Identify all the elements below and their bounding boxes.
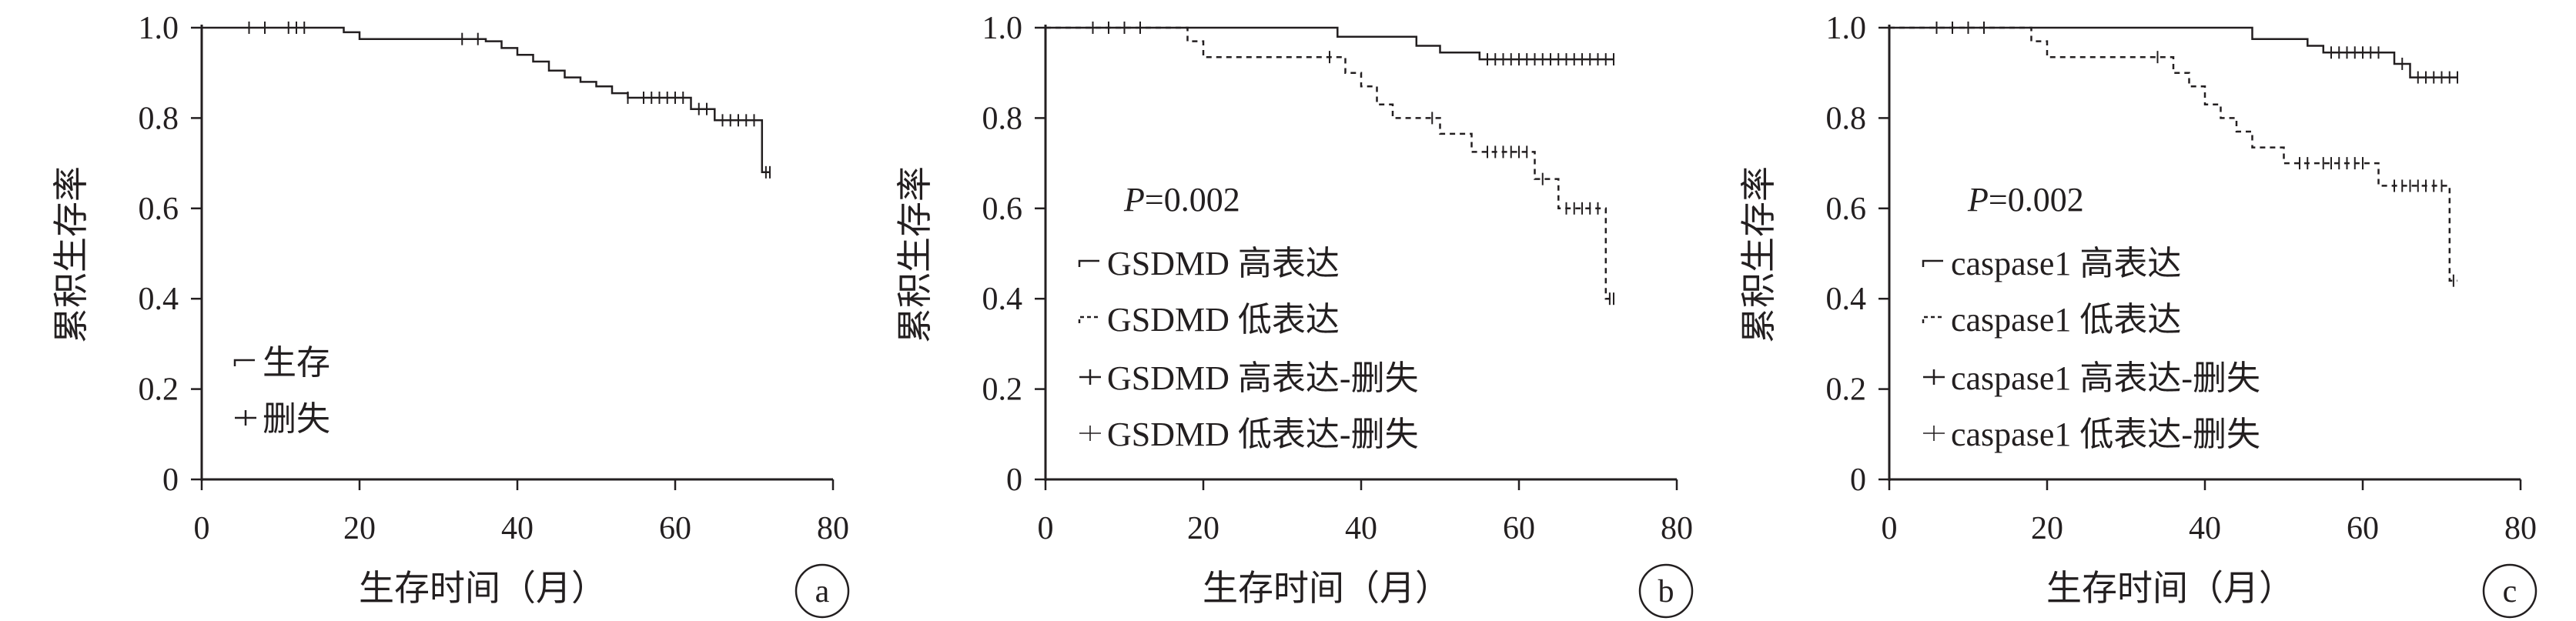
y-tick-label: 0.2 bbox=[1826, 372, 1867, 408]
p-value-text: =0.002 bbox=[1145, 181, 1240, 219]
legend-swatch-solid bbox=[233, 359, 255, 366]
y-tick-label: 0.4 bbox=[982, 282, 1023, 317]
p-value-annotation: P=0.002 bbox=[1123, 181, 1240, 219]
legend-label: GSDMD 高表达 bbox=[1107, 245, 1340, 282]
axes: 0 0.2 0.4 0.6 0.8 1.0 0 20 40 60 80 bbox=[982, 11, 1694, 546]
x-tick-label: 20 bbox=[343, 511, 376, 546]
x-tick-label: 0 bbox=[1882, 511, 1898, 546]
x-tick-label: 60 bbox=[1503, 511, 1535, 546]
x-tick-label: 40 bbox=[501, 511, 534, 546]
y-tick-label: 0.2 bbox=[139, 372, 179, 408]
series-group bbox=[1889, 22, 2458, 287]
y-axis-title: 累积生存率 bbox=[1739, 166, 1778, 343]
panel-letter: b bbox=[1658, 574, 1674, 609]
axes: 0 0.2 0.4 0.6 0.8 1.0 0 20 40 60 80 bbox=[1826, 11, 2538, 546]
x-axis-title: 生存时间（月） bbox=[1203, 569, 1450, 608]
y-tick-label: 0.4 bbox=[139, 282, 179, 317]
y-tick-label: 0.6 bbox=[139, 192, 179, 227]
panel-letter-circle bbox=[795, 563, 850, 619]
x-tick-label: 0 bbox=[194, 511, 210, 546]
legend-item: GSDMD 高表达 bbox=[1078, 245, 1340, 282]
legend-item: GSDMD 高表达-删失 bbox=[1079, 359, 1419, 397]
legend-label: caspase1 低表达 bbox=[1951, 301, 2181, 339]
x-axis-title: 生存时间（月） bbox=[359, 569, 607, 608]
x-tick-label: 80 bbox=[2504, 511, 2537, 546]
survival-curve-low bbox=[1889, 26, 2457, 282]
x-tick-label: 60 bbox=[2347, 511, 2379, 546]
legend-item: 生存 bbox=[233, 344, 330, 382]
legend-label: 生存 bbox=[263, 344, 330, 382]
y-tick-label: 1.0 bbox=[139, 11, 179, 46]
y-tick-label: 0.8 bbox=[139, 101, 179, 136]
legend-swatch-solid bbox=[1922, 259, 1943, 267]
panel-letter: a bbox=[815, 574, 830, 609]
x-tick-label: 80 bbox=[1661, 511, 1693, 546]
x-tick-label: 20 bbox=[2031, 511, 2063, 546]
legend-item: caspase1 高表达 bbox=[1922, 245, 2181, 282]
panel-c: 累积生存率 P=0.002 00.20.40.60.81.00 20 40 60 80 … bbox=[1739, 11, 2538, 619]
x-tick-label: 40 bbox=[2189, 511, 2221, 546]
legend-item: caspase1 低表达 bbox=[1922, 301, 2181, 339]
legend-label: 删失 bbox=[263, 400, 330, 438]
y-tick-label: 0 bbox=[1006, 462, 1022, 498]
y-tick-label: 0.8 bbox=[1826, 101, 1867, 136]
legend-label: GSDMD 高表达-删失 bbox=[1107, 359, 1419, 397]
y-tick-label: 0 bbox=[1850, 462, 1866, 498]
x-tick-label: 20 bbox=[1187, 511, 1219, 546]
x-axis-title: 生存时间（月） bbox=[2046, 569, 2294, 608]
panel-letter: c bbox=[2503, 574, 2517, 609]
y-tick-label: 0.6 bbox=[982, 192, 1023, 227]
survival-curve-high bbox=[1045, 26, 1614, 61]
legend-label: caspase1 高表达-删失 bbox=[1951, 359, 2260, 397]
y-tick-label: 0.8 bbox=[982, 101, 1023, 136]
y-tick-label: 0 bbox=[162, 462, 179, 498]
x-tick-label: 0 bbox=[1038, 511, 1054, 546]
panel-b: 累积生存率 P=0.002 00.20.40.60.81.00 20 40 60 80 … bbox=[895, 11, 1694, 619]
y-axis-title: 累积生存率 bbox=[52, 166, 91, 343]
legend-label: caspase1 低表达-删失 bbox=[1951, 416, 2260, 453]
x-tick-label: 40 bbox=[1345, 511, 1377, 546]
series-group bbox=[202, 22, 771, 179]
p-value-text: =0.002 bbox=[1989, 181, 2084, 219]
legend-item: caspase1 高表达-删失 bbox=[1923, 359, 2260, 397]
legend-item: GSDMD 低表达 bbox=[1078, 301, 1340, 339]
axes: 0 0.2 0.4 0.6 0.8 1.0 0 20 40 60 80 bbox=[139, 11, 850, 546]
y-tick-label: 1.0 bbox=[1826, 11, 1867, 46]
p-value-letter: P bbox=[1123, 181, 1145, 219]
y-tick-label: 0.6 bbox=[1826, 192, 1867, 227]
series-group bbox=[1045, 22, 1614, 305]
p-value-annotation: P=0.002 bbox=[1967, 181, 2084, 219]
panel-letter-circle bbox=[2482, 563, 2538, 619]
legend-label: caspase1 高表达 bbox=[1951, 245, 2181, 282]
legend-item: caspase1 低表达-删失 bbox=[1923, 416, 2260, 453]
p-value-letter: P bbox=[1967, 181, 1989, 219]
legend-label: GSDMD 低表达-删失 bbox=[1107, 416, 1419, 453]
legend-label: GSDMD 低表达 bbox=[1107, 301, 1340, 339]
legend: caspase1 高表达 caspase1 低表达 caspase1 高表达-删失 c… bbox=[1922, 245, 2260, 453]
legend-item: GSDMD 低表达-删失 bbox=[1079, 416, 1419, 453]
legend-swatch-dashed bbox=[1922, 316, 1943, 323]
legend: GSDMD 高表达 GSDMD 低表达 GSDMD 高表达-删失 GSDMD 低表达-… bbox=[1078, 245, 1419, 453]
y-axis-title: 累积生存率 bbox=[895, 166, 935, 343]
x-tick-label: 80 bbox=[817, 511, 849, 546]
panel-letter-circle bbox=[1638, 563, 1694, 619]
legend-swatch-solid bbox=[1078, 259, 1099, 267]
survival-curve-low bbox=[1045, 26, 1614, 300]
x-tick-label: 60 bbox=[659, 511, 691, 546]
y-tick-label: 1.0 bbox=[982, 11, 1023, 46]
y-tick-label: 0.4 bbox=[1826, 282, 1867, 317]
survival-curve-high bbox=[202, 26, 770, 174]
legend-item: 删失 bbox=[235, 400, 330, 438]
survival-curve-high bbox=[1889, 26, 2457, 78]
legend-swatch-dashed bbox=[1078, 316, 1099, 323]
y-tick-label: 0.2 bbox=[982, 372, 1023, 408]
